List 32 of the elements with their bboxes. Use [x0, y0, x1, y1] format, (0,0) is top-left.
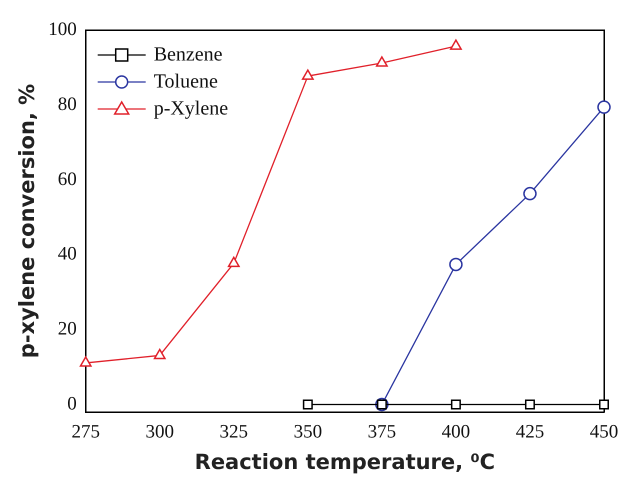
x-tick-label: 350 [294, 421, 322, 442]
point [450, 39, 462, 50]
point [599, 400, 609, 410]
legend-label: p-Xylene [154, 97, 228, 120]
x-tick-label: 400 [442, 421, 470, 442]
y-axis-title: p-xylene conversion, % [15, 84, 40, 358]
x-axis-title: Reaction temperature, ⁰C [194, 450, 496, 474]
legend-label: Benzene [154, 43, 223, 66]
legend-label: Toluene [154, 70, 218, 92]
point [449, 258, 463, 272]
point [154, 348, 166, 360]
x-tick-label: 375 [368, 421, 396, 442]
x-tick-label: 325 [220, 421, 248, 442]
point [524, 400, 535, 410]
point [302, 69, 314, 80]
point [597, 100, 611, 114]
y-tick-label: 80 [58, 94, 77, 115]
y-tick-label: 40 [58, 244, 77, 265]
point [376, 56, 388, 67]
x-tick-label: 425 [516, 421, 544, 442]
point [80, 356, 92, 367]
y-tick-label: 100 [48, 18, 77, 40]
point [302, 400, 313, 410]
point [450, 400, 461, 410]
y-tick-label: 0 [67, 393, 77, 414]
x-tick-label: 300 [145, 421, 174, 442]
x-tick-label: 450 [590, 421, 618, 442]
y-tick-label: 20 [58, 318, 77, 340]
point [228, 256, 240, 268]
y-tick-label: 60 [58, 168, 77, 190]
x-tick-label: 275 [71, 421, 100, 442]
point [523, 186, 537, 200]
